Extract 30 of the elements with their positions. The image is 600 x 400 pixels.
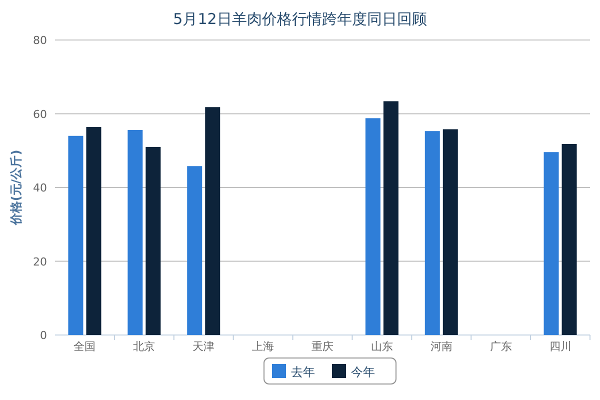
x-tick-label: 山东 bbox=[370, 340, 393, 353]
bar bbox=[562, 144, 577, 335]
y-tick-label: 40 bbox=[33, 182, 47, 194]
x-tick-label: 河南 bbox=[430, 340, 452, 353]
chart-title: 5月12日羊肉价格行情跨年度同日回顾 bbox=[173, 10, 427, 28]
x-tick-label: 四川 bbox=[549, 340, 572, 353]
bar bbox=[544, 152, 559, 335]
legend-label: 去年 bbox=[291, 365, 315, 379]
y-tick-label: 20 bbox=[33, 255, 47, 268]
bar bbox=[128, 130, 143, 335]
bar bbox=[442, 129, 458, 335]
x-tick-label: 上海 bbox=[252, 340, 274, 353]
bar bbox=[424, 131, 440, 335]
bar bbox=[68, 136, 84, 335]
bar bbox=[383, 101, 398, 335]
bar bbox=[146, 146, 161, 335]
bar bbox=[365, 118, 380, 335]
bar bbox=[187, 166, 202, 335]
y-axis-title: 价格(元/公斤) bbox=[9, 150, 23, 226]
y-tick-label: 60 bbox=[33, 108, 47, 121]
y-tick-label: 0 bbox=[40, 329, 47, 342]
bar bbox=[205, 107, 220, 335]
x-tick-label: 天津 bbox=[192, 340, 215, 353]
legend-label: 今年 bbox=[351, 365, 375, 379]
x-tick-label: 广东 bbox=[490, 340, 512, 353]
x-tick-label: 重庆 bbox=[312, 340, 334, 353]
bar bbox=[86, 127, 102, 335]
y-tick-label: 80 bbox=[33, 34, 47, 47]
x-tick-label: 北京 bbox=[133, 340, 156, 353]
x-tick-label: 全国 bbox=[74, 340, 96, 353]
